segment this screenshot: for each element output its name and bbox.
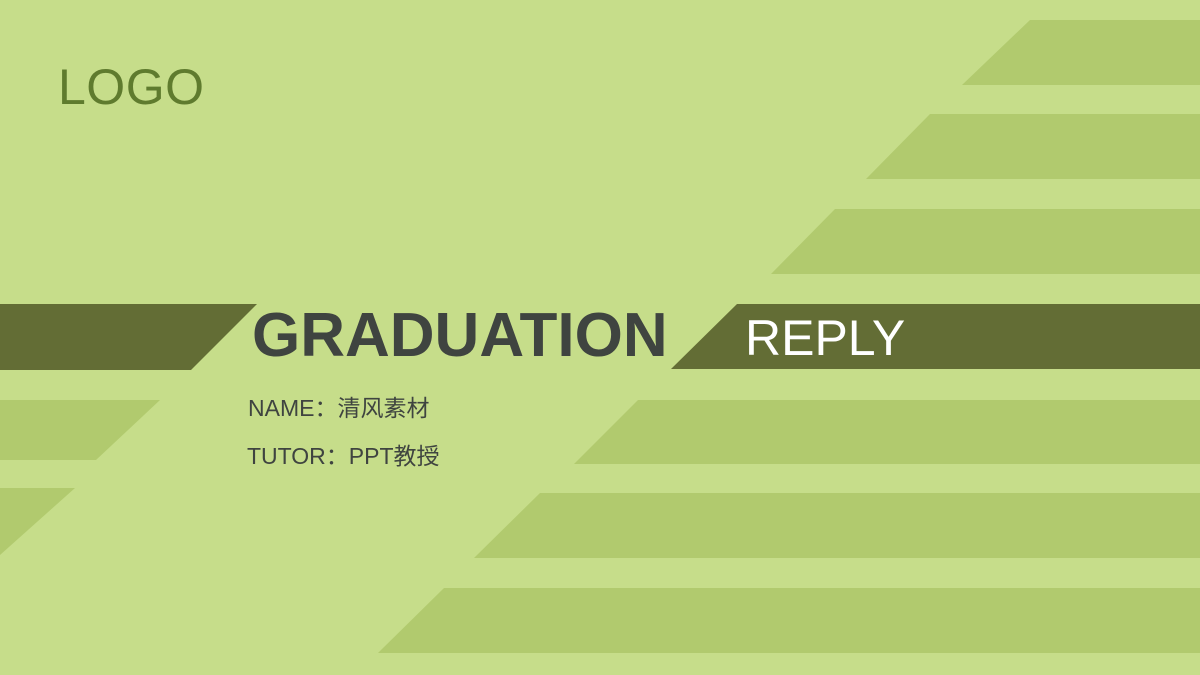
right-stripe-4 (574, 400, 1200, 464)
left-stripe-2 (0, 488, 75, 555)
title-band-left (0, 304, 257, 370)
tutor-line: TUTOR：PPT教授 (247, 443, 440, 469)
right-stripe-6 (378, 588, 1200, 653)
right-stripe-3 (771, 209, 1200, 274)
left-stripe-1 (0, 400, 160, 460)
name-line: NAME：清风素材 (248, 395, 430, 421)
right-stripe-5 (474, 493, 1200, 558)
title-band-right (671, 304, 1200, 369)
slide-title: GRADUATION (252, 301, 668, 370)
slide-subtitle: REPLY (745, 310, 906, 366)
right-stripe-1 (962, 20, 1200, 85)
logo-text: LOGO (58, 59, 205, 115)
right-stripe-2 (866, 114, 1200, 179)
